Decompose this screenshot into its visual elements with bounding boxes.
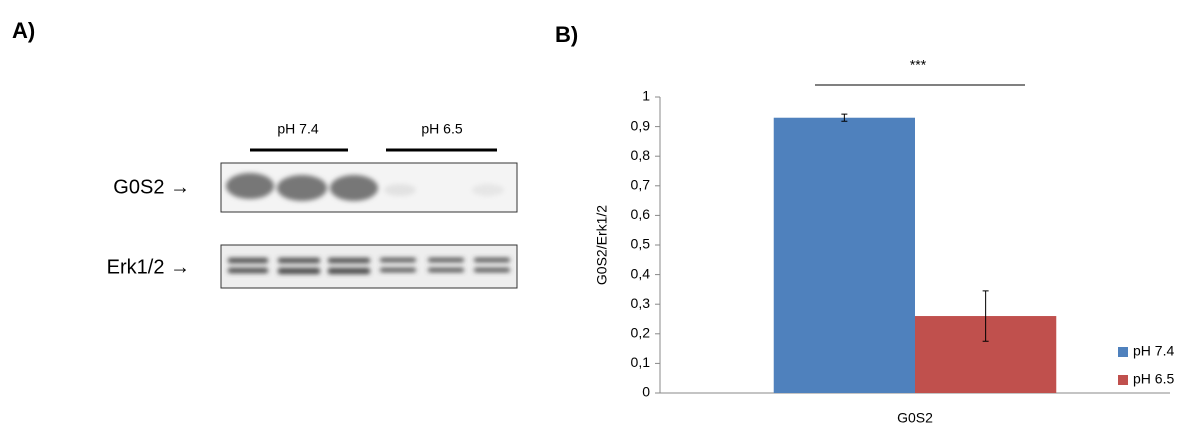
y-tick-label: 0,5	[631, 236, 651, 252]
legend-label: pH 6.5	[1133, 371, 1174, 387]
blot-erk	[221, 245, 517, 288]
y-tick-label: 0,3	[631, 295, 651, 311]
row-label: G0S2 →	[113, 176, 190, 198]
y-tick-label: 0,4	[631, 265, 651, 281]
legend-swatch	[1118, 347, 1128, 357]
row-label: Erk1/2 →	[107, 256, 190, 278]
y-tick-label: 0,9	[631, 117, 651, 133]
group-label: pH 7.4	[277, 121, 318, 137]
y-tick-label: 0,8	[631, 147, 651, 163]
y-axis-label: G0S2/Erk1/2	[594, 205, 610, 285]
blot-g0s2	[221, 163, 517, 212]
chart: 0 0,1 0,2 0,3 0,4 0,5 0,6 0,7 0,8 0,9 1 G0S2 pH 7.4 p…	[631, 88, 1175, 426]
bar	[774, 118, 915, 393]
panel-label: B)	[555, 22, 578, 47]
y-tick-label: 1	[642, 88, 650, 104]
legend-label: pH 7.4	[1133, 343, 1174, 359]
x-tick-label: G0S2	[897, 410, 933, 426]
panel-label: A)	[12, 18, 35, 43]
y-tick-label: 0,6	[631, 206, 651, 222]
y-tick-label: 0,2	[631, 325, 651, 341]
y-tick-label: 0	[642, 384, 650, 400]
legend-swatch	[1118, 375, 1128, 385]
group-label: pH 6.5	[421, 121, 462, 137]
figure: A) pH 7.4 pH 6.5 G0S2 → Erk1/2 → B) G0S2…	[0, 0, 1204, 430]
y-tick-label: 0,7	[631, 177, 651, 193]
y-tick-label: 0,1	[631, 354, 651, 370]
annotation: ***	[910, 57, 927, 73]
